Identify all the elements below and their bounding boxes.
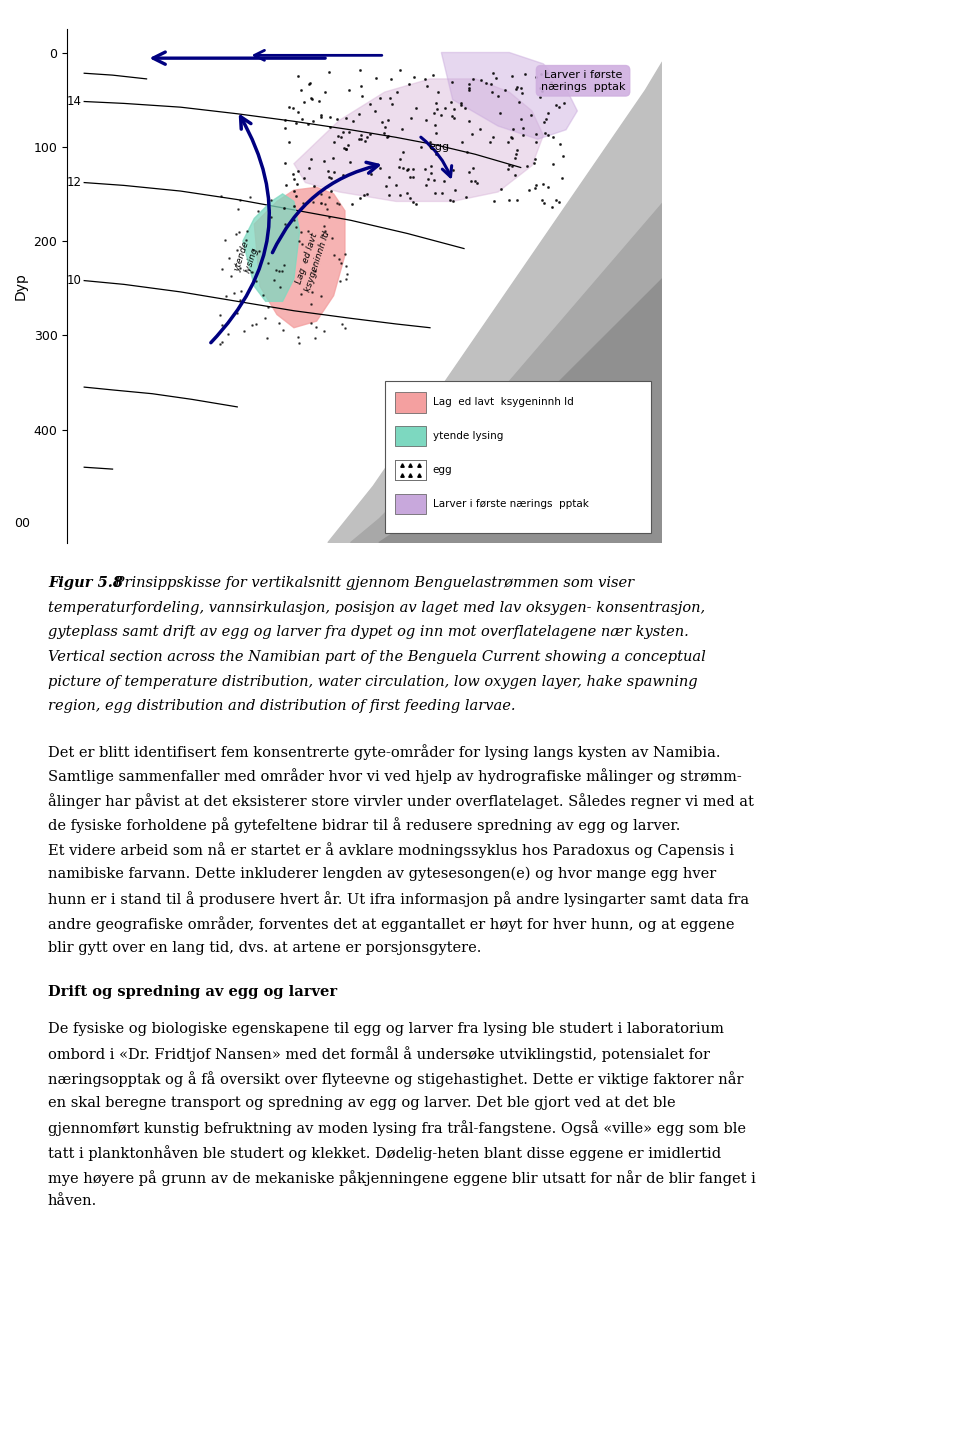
Polygon shape [243, 194, 300, 301]
Text: egg: egg [433, 464, 452, 475]
Polygon shape [254, 187, 345, 327]
Text: Prinsippskisse for vertikalsnitt gjennom Benguelastrømmen som viser: Prinsippskisse for vertikalsnitt gjennom… [110, 576, 635, 590]
Text: temperaturfordeling, vannsirkulasjon, posisjon av laget med lav oksygen- konsent: temperaturfordeling, vannsirkulasjon, po… [48, 601, 706, 615]
Bar [385, 381, 651, 532]
Text: Drift og spredning av egg og larver: Drift og spredning av egg og larver [48, 985, 337, 998]
Text: Figur 5.8: Figur 5.8 [48, 576, 123, 590]
Text: Det er blitt identifisert fem konsentrerte gyte-områder for lysing langs kysten : Det er blitt identifisert fem konsentrer… [48, 744, 721, 760]
Text: ombord i «Dr. Fridtjof Nansen» med det formål å undersøke utviklingstid, potensi: ombord i «Dr. Fridtjof Nansen» med det f… [48, 1046, 710, 1062]
Text: en skal beregne transport og spredning av egg og larver. Det ble gjort ved at de: en skal beregne transport og spredning a… [48, 1095, 676, 1110]
Text: Et videre arbeid som nå er startet er å avklare modningssyklus hos Paradoxus og : Et videre arbeid som nå er startet er å … [48, 842, 734, 858]
Text: Lag  ed lavt
ksygeninnh ld: Lag ed lavt ksygeninnh ld [293, 227, 331, 292]
Text: andre geografiske områder, forventes det at eggantallet er høyt for hver hunn, o: andre geografiske områder, forventes det… [48, 916, 734, 932]
Polygon shape [294, 80, 543, 201]
Text: Lag  ed lavt  ksygeninnh ld: Lag ed lavt ksygeninnh ld [433, 396, 573, 407]
Text: ytende
lysing: ytende lysing [232, 240, 260, 276]
Text: namibiske farvann. Dette inkluderer lengden av gytesesongen(e) og hvor mange egg: namibiske farvann. Dette inkluderer leng… [48, 867, 716, 881]
Text: håven.: håven. [48, 1194, 97, 1208]
Text: de fysiske forholdene på gytefeltene bidrar til å redusere spredning av egg og l: de fysiske forholdene på gytefeltene bid… [48, 818, 681, 833]
Bar [395, 392, 426, 412]
Text: Larver i første
nærings  pptak: Larver i første nærings pptak [540, 69, 625, 91]
Text: Samtlige sammenfaller med områder hvor vi ved hjelp av hydrografiske målinger og: Samtlige sammenfaller med områder hvor v… [48, 768, 742, 784]
Polygon shape [379, 279, 662, 543]
Bar [395, 460, 426, 480]
Bar [395, 425, 426, 447]
Text: ytende lysing: ytende lysing [433, 431, 503, 441]
Text: 10: 10 [66, 273, 82, 287]
Text: ålinger har påvist at det eksisterer store virvler under overflatelaget. Således: ålinger har påvist at det eksisterer sto… [48, 793, 754, 809]
Text: blir gytt over en lang tid, dvs. at artene er porsjonsgytere.: blir gytt over en lang tid, dvs. at arte… [48, 941, 481, 955]
FancyArrowPatch shape [420, 137, 452, 177]
FancyArrowPatch shape [211, 117, 270, 343]
Polygon shape [350, 204, 662, 543]
Text: Larver i første nærings  pptak: Larver i første nærings pptak [433, 499, 588, 509]
Text: region, egg distribution and distribution of first feeding larvae.: region, egg distribution and distributio… [48, 699, 516, 713]
Bar [395, 493, 426, 514]
Bar [395, 460, 426, 480]
Text: De fysiske og biologiske egenskapene til egg og larver fra lysing ble studert i : De fysiske og biologiske egenskapene til… [48, 1022, 724, 1036]
Polygon shape [328, 62, 662, 543]
Y-axis label: Dyp: Dyp [14, 272, 28, 300]
Text: Vertical section across the Namibian part of the Benguela Current showing a conc: Vertical section across the Namibian par… [48, 650, 706, 664]
FancyArrowPatch shape [273, 162, 378, 253]
Text: 12: 12 [66, 177, 82, 190]
Text: næringsopptak og å få oversikt over flyteevne og stigehastighet. Dette er viktig: næringsopptak og å få oversikt over flyt… [48, 1071, 743, 1087]
Text: gjennomført kunstig befruktning av moden lysing fra trål-fangstene. Også «ville»: gjennomført kunstig befruktning av moden… [48, 1120, 746, 1136]
Text: mye høyere på grunn av de mekaniske påkjenningene eggene blir utsatt for når de : mye høyere på grunn av de mekaniske påkj… [48, 1169, 756, 1185]
Text: egg: egg [428, 142, 449, 152]
Text: tatt i planktonhåven ble studert og klekket. Dødelig-heten blant disse eggene er: tatt i planktonhåven ble studert og klek… [48, 1145, 721, 1160]
Text: hunn er i stand til å produsere hvert år. Ut ifra informasjon på andre lysingart: hunn er i stand til å produsere hvert år… [48, 891, 749, 907]
Text: picture of temperature distribution, water circulation, low oxygen layer, hake s: picture of temperature distribution, wat… [48, 674, 698, 689]
Polygon shape [442, 52, 577, 139]
Text: 14: 14 [66, 96, 82, 109]
Text: gyteplass samt drift av egg og larver fra dypet og inn mot overflatelagene nær k: gyteplass samt drift av egg og larver fr… [48, 625, 688, 640]
Text: 00: 00 [14, 517, 31, 530]
